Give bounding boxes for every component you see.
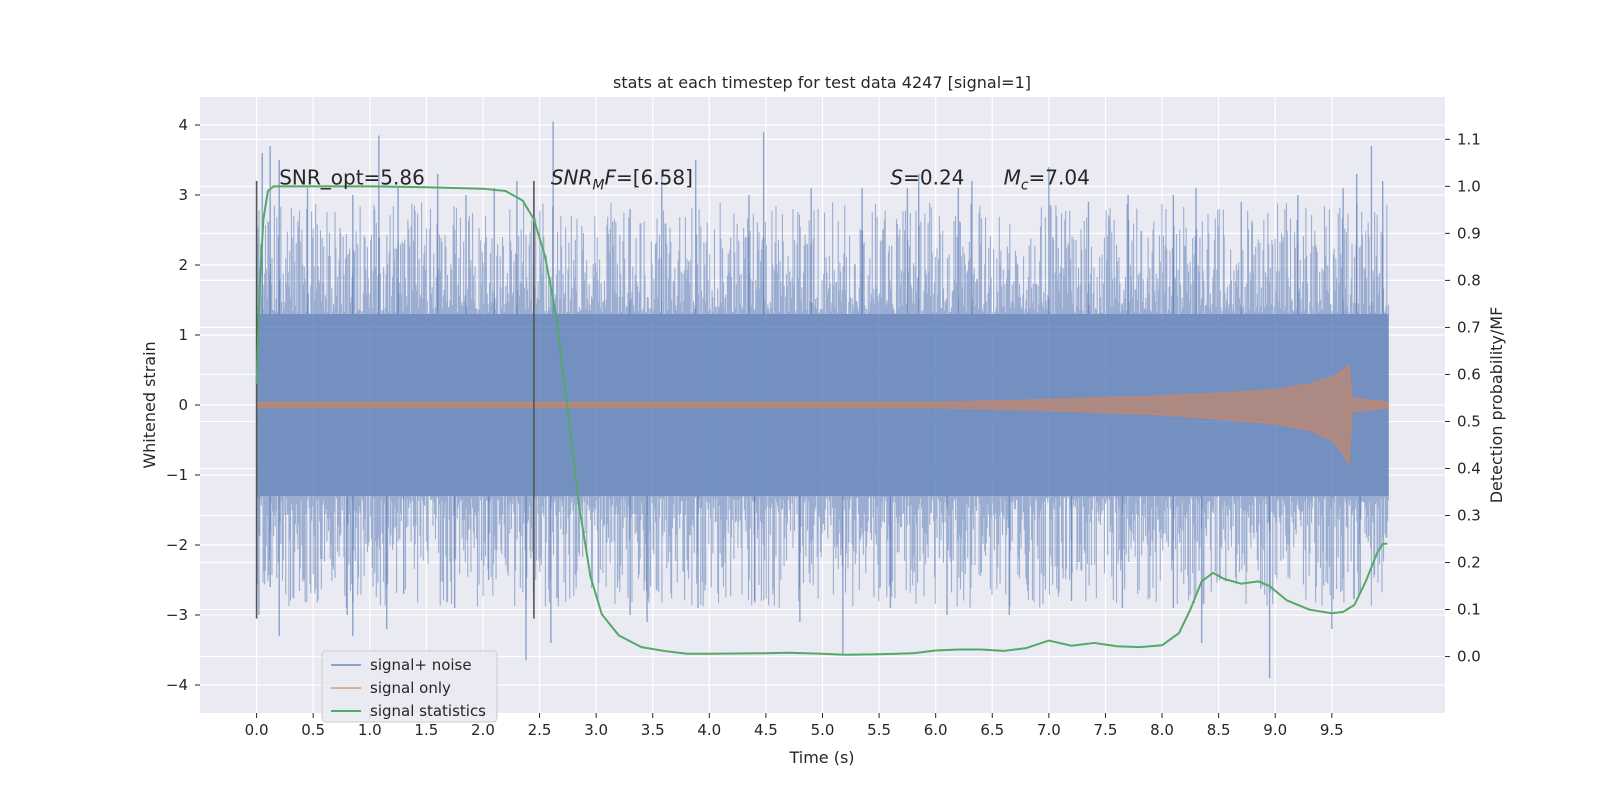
legend-label-2: signal statistics [370,702,486,720]
x-tick-label-5: 2.5 [528,721,552,739]
chart-title: stats at each timestep for test data 424… [613,73,1031,92]
vertical-markers [255,181,535,619]
y-tick-label-2: −2 [166,536,188,554]
x-tick-label-3: 1.5 [414,721,438,739]
yr-tick-label-2: 0.2 [1457,554,1481,572]
x-tick-label-1: 0.5 [301,721,325,739]
annotation-0: SNR_opt=5.86 [279,166,425,190]
legend: signal+ noise signal only signal statistic… [321,650,498,723]
legend-box [321,650,498,723]
x-tick-label-2: 1.0 [358,721,382,739]
yr-tick-label-6: 0.6 [1457,365,1481,383]
signal-only-envelope [256,364,1389,467]
x-tick-label-4: 2.0 [471,721,495,739]
annotations: SNR_opt=5.86 SNRMF=[6.58] S=0.24 Mc=7.04 [279,166,1090,194]
series-signal-statistics [255,185,1388,656]
yr-tick-label-8: 0.8 [1457,271,1481,289]
yr-tick-label-1: 0.1 [1457,601,1481,619]
yr-tick-label-3: 0.3 [1457,507,1481,525]
x-tick-label-7: 3.5 [641,721,665,739]
y-axis-label-right: Detection probability/MF [1487,307,1506,504]
legend-label-1: signal only [370,679,451,697]
yr-tick-label-9: 0.9 [1457,224,1481,242]
annotation-2: S=0.24 [890,166,964,190]
y-tick-label-3: −1 [166,466,188,484]
x-tick-label-17: 8.5 [1207,721,1231,739]
signal-statistics-line [255,185,1388,656]
x-tick-label-16: 8.0 [1150,721,1174,739]
x-tick-label-11: 5.5 [867,721,891,739]
y-axis-ticks-right: 0.0 0.1 0.2 0.3 0.4 0.5 0.6 0.7 0.8 0.9 1.0 1.1 [1445,130,1481,666]
y-axis-ticks-left: −4 −3 −2 −1 0 1 2 3 4 [166,116,200,694]
x-tick-label-18: 9.0 [1263,721,1287,739]
x-axis-ticks: 0.0 0.5 1.0 1.5 2.0 2.5 3.0 3.5 4.0 4.5 5.0 5.5 6.0 6… [245,713,1344,739]
x-tick-label-0: 0.0 [245,721,269,739]
y-tick-label-8: 4 [178,116,188,134]
yr-tick-label-7: 0.7 [1457,318,1481,336]
yr-tick-label-0: 0.0 [1457,648,1481,666]
legend-label-0: signal+ noise [370,656,472,674]
yr-tick-label-11: 1.1 [1457,130,1481,148]
y-tick-label-6: 2 [178,256,188,274]
yr-tick-label-4: 0.4 [1457,459,1481,477]
y-tick-label-5: 1 [178,326,188,344]
x-tick-label-19: 9.5 [1320,721,1344,739]
x-tick-label-6: 3.0 [584,721,608,739]
x-tick-label-10: 5.0 [811,721,835,739]
annotation-3: Mc=7.04 [1004,166,1090,194]
y-axis-label-left: Whitened strain [140,341,159,468]
series-signal-only [256,364,1389,467]
yr-tick-label-10: 1.0 [1457,177,1481,195]
x-tick-label-12: 6.0 [924,721,948,739]
y-tick-label-4: 0 [178,396,188,414]
y-tick-label-1: −3 [166,606,188,624]
y-tick-label-0: −4 [166,676,188,694]
y-tick-label-7: 3 [178,186,188,204]
x-tick-label-15: 7.5 [1094,721,1118,739]
x-tick-label-13: 6.5 [980,721,1004,739]
x-tick-label-9: 4.5 [754,721,778,739]
yr-tick-label-5: 0.5 [1457,412,1481,430]
x-tick-label-8: 4.0 [697,721,721,739]
x-tick-label-14: 7.0 [1037,721,1061,739]
x-axis-label: Time (s) [788,748,854,767]
annotation-1: SNRMF=[6.58] [551,166,693,194]
